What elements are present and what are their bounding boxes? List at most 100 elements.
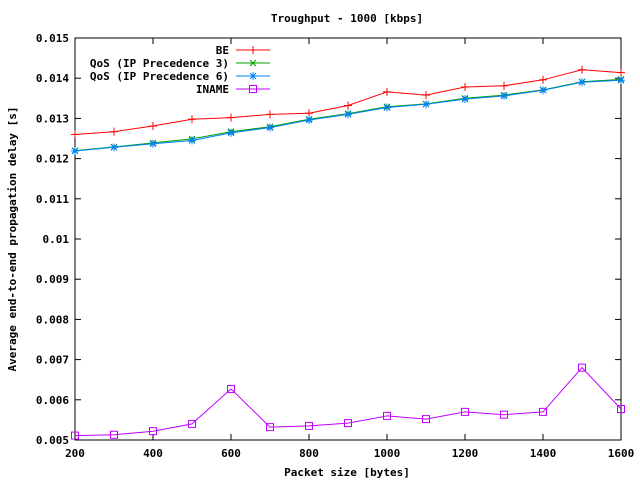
marker-stroke: [422, 100, 430, 108]
data-point: [266, 423, 274, 432]
x-tick-label: 1400: [530, 447, 557, 460]
marker-stroke: [617, 405, 625, 414]
x-tick-label: 1200: [452, 447, 479, 460]
marker-stroke: [188, 419, 196, 428]
y-tick-label: 0.006: [36, 394, 69, 407]
marker-stroke: [500, 410, 508, 419]
data-point: [227, 384, 235, 393]
data-point: [539, 407, 547, 416]
marker-stroke: [344, 419, 352, 428]
y-tick-label: 0.008: [36, 313, 69, 326]
legend-marker: [249, 46, 257, 54]
chart-title: Troughput - 1000 [kbps]: [271, 12, 423, 25]
y-tick-label: 0.005: [36, 434, 69, 447]
marker-stroke: [461, 407, 469, 416]
data-point: [227, 113, 235, 122]
marker-stroke: [266, 423, 274, 432]
legend-marker: [249, 72, 257, 80]
marker-stroke: [461, 95, 469, 103]
plot-frame: [74, 37, 622, 441]
x-tick-label: 400: [143, 447, 163, 460]
data-point: [617, 76, 625, 85]
data-point: [539, 75, 547, 84]
marker-stroke: [500, 92, 508, 100]
data-point: [110, 430, 118, 439]
y-tick-label: 0.011: [36, 193, 69, 206]
marker-stroke: [344, 111, 352, 118]
series-layer: [71, 65, 625, 440]
marker-stroke: [539, 407, 547, 416]
data-point: [149, 427, 157, 436]
x-tick-label: 1600: [608, 447, 635, 460]
data-point: [617, 405, 625, 414]
x-axis-label: Packet size [bytes]: [284, 466, 410, 479]
data-point: [110, 143, 118, 152]
y-tick-label: 0.013: [36, 112, 69, 125]
data-point: [539, 86, 547, 95]
legend-entry: QoS (IP Precedence 3): [90, 57, 270, 70]
data-point: [266, 110, 274, 119]
legend-entry: QoS (IP Precedence 6): [90, 70, 270, 83]
data-point: [500, 81, 508, 90]
data-point: [149, 122, 157, 131]
data-point: [71, 146, 79, 155]
data-point: [383, 411, 391, 420]
marker-stroke: [539, 86, 547, 94]
data-point: [188, 136, 196, 145]
marker-stroke: [149, 140, 157, 148]
series-iname: [71, 363, 625, 440]
x-tick-label: 600: [221, 447, 241, 460]
data-point: [344, 110, 352, 119]
legend-label: INAME: [196, 83, 229, 96]
marker-stroke: [249, 59, 257, 67]
data-point: [305, 116, 313, 125]
marker-stroke: [149, 427, 157, 436]
marker-stroke: [227, 384, 235, 393]
x-tick-label: 200: [65, 447, 85, 460]
data-point: [500, 410, 508, 419]
y-tick-label: 0.012: [36, 153, 69, 166]
data-point: [227, 128, 235, 137]
marker-stroke: [383, 411, 391, 420]
marker-stroke: [227, 129, 235, 137]
data-point: [305, 421, 313, 430]
marker-stroke: [305, 421, 313, 430]
x-tick-label: 1000: [374, 447, 401, 460]
y-tick-label: 0.007: [36, 354, 69, 367]
data-point: [71, 130, 79, 139]
data-point: [149, 139, 157, 148]
marker-stroke: [578, 363, 586, 372]
data-point: [578, 65, 586, 74]
data-point: [578, 363, 586, 372]
legend-entry: INAME: [196, 83, 270, 96]
legend-label: QoS (IP Precedence 6): [90, 70, 229, 83]
marker-stroke: [71, 431, 79, 440]
data-point: [422, 100, 430, 109]
marker-stroke: [249, 72, 257, 80]
data-point: [461, 83, 469, 92]
legend-marker: [249, 59, 257, 67]
data-point: [383, 103, 391, 112]
legend-label: BE: [216, 44, 229, 57]
marker-stroke: [578, 78, 586, 86]
data-point: [500, 91, 508, 100]
marker-stroke: [110, 143, 118, 151]
y-tick-label: 0.009: [36, 273, 69, 286]
y-tick-label: 0.015: [36, 32, 69, 45]
data-point: [188, 115, 196, 124]
legend-entry: BE: [216, 44, 270, 57]
marker-stroke: [188, 137, 196, 144]
marker-stroke: [249, 85, 257, 93]
data-point: [110, 127, 118, 136]
axes-ticks: 0.005 0.006 0.007 0.008 0.009 0.01 0.011 0.012 0…: [36, 32, 634, 460]
marker-stroke: [71, 147, 79, 155]
y-axis-label: Average end-to-end propagation delay [s]: [6, 107, 19, 372]
data-point: [422, 415, 430, 424]
marker-stroke: [266, 124, 274, 131]
legend-label: QoS (IP Precedence 3): [90, 57, 229, 70]
series-be: [71, 65, 625, 139]
marker-stroke: [383, 104, 391, 111]
data-point: [383, 87, 391, 96]
data-point: [344, 101, 352, 110]
